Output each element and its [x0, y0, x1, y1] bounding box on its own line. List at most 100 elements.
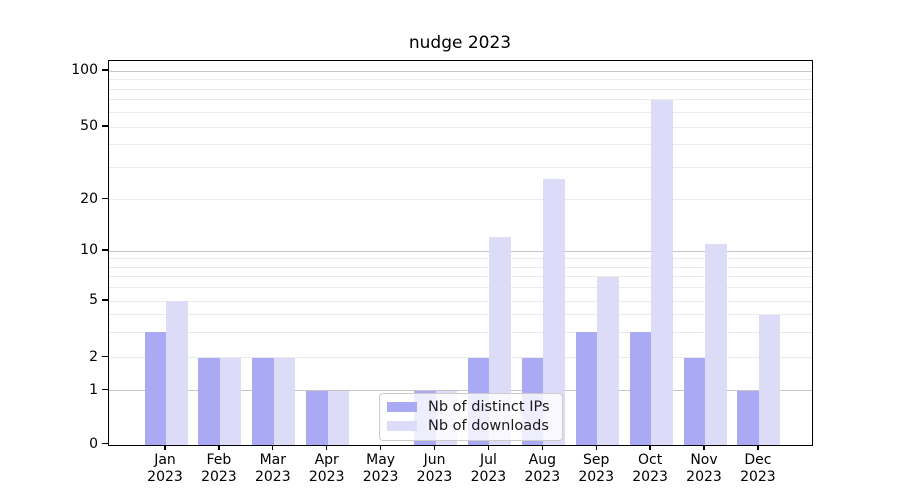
- x-tick-month: Jan: [154, 452, 176, 468]
- gridline-minor: [109, 300, 812, 302]
- legend-swatch-downloads: [387, 421, 417, 431]
- bar-downloads-nov: [705, 243, 727, 445]
- x-tick-year: 2023: [254, 469, 291, 485]
- chart-title: nudge 2023: [408, 33, 512, 53]
- gridline-minor: [109, 287, 812, 289]
- x-tick-label-feb: Feb 2023: [191, 452, 247, 486]
- bar-downloads-oct: [651, 99, 673, 445]
- x-tick-mark: [164, 445, 166, 450]
- y-tick-label-100: 100: [71, 62, 98, 78]
- bar-distinct-ips-apr: [306, 390, 328, 445]
- bar-distinct-ips-sep: [575, 332, 598, 445]
- gridline-minor: [109, 99, 812, 101]
- gridline-minor: [109, 357, 812, 358]
- x-tick-mark: [218, 445, 220, 450]
- legend-item-distinct-ips: Nb of distinct IPs: [387, 399, 550, 415]
- x-tick-year: 2023: [201, 469, 237, 485]
- gridline-minor: [109, 79, 812, 80]
- x-tick-mark: [541, 445, 543, 450]
- y-tick-mark: [102, 355, 108, 358]
- bar-distinct-ips-jan: [144, 332, 166, 445]
- y-tick-label-2: 2: [89, 348, 98, 365]
- y-tick-mark: [102, 442, 108, 445]
- y-tick-label-0: 0: [89, 435, 98, 452]
- bar-layer: [109, 61, 812, 445]
- x-tick-mark: [433, 445, 436, 450]
- x-tick-month: Dec: [744, 452, 772, 468]
- x-tick-month: Sep: [582, 452, 610, 468]
- y-tick-label-1: 1: [89, 381, 98, 398]
- x-tick-year: 2023: [524, 469, 561, 485]
- x-tick-label-dec: Dec 2023: [730, 452, 786, 486]
- y-tick-label-10: 10: [80, 242, 98, 258]
- x-tick-mark: [272, 445, 274, 450]
- gridline-minor: [109, 266, 812, 268]
- x-tick-year: 2023: [578, 469, 614, 485]
- bar-downloads-jan: [166, 301, 188, 445]
- legend-item-downloads: Nb of downloads: [387, 418, 550, 434]
- y-tick-mark: [102, 249, 108, 251]
- x-tick-label-may: May 2023: [353, 452, 409, 486]
- x-tick-label-nov: Nov 2023: [676, 452, 732, 486]
- y-tick-label-20: 20: [80, 190, 98, 207]
- x-tick-year: 2023: [362, 469, 399, 485]
- x-tick-label-sep: Sep 2023: [568, 452, 624, 486]
- gridline-minor: [109, 276, 812, 278]
- bar-downloads-sep: [597, 276, 619, 445]
- x-tick-month: Aug: [528, 452, 556, 468]
- y-tick-mark: [102, 197, 108, 200]
- x-tick-month: Nov: [690, 452, 718, 468]
- x-tick-mark: [379, 445, 382, 450]
- bar-downloads-mar: [273, 357, 296, 445]
- y-tick-mark: [102, 69, 108, 71]
- y-tick-mark: [102, 388, 108, 391]
- x-tick-label-oct: Oct 2023: [622, 452, 678, 486]
- x-tick-month: May: [366, 452, 396, 468]
- gridline-minor: [109, 331, 812, 333]
- bar-downloads-dec: [758, 314, 781, 445]
- y-tick-mark: [102, 125, 108, 127]
- gridline-minor: [109, 166, 812, 168]
- y-tick-label-50: 50: [80, 118, 98, 134]
- legend-swatch-distinct-ips: [387, 402, 417, 412]
- gridline-minor: [109, 126, 812, 128]
- gridline-minor: [109, 111, 812, 113]
- y-tick-label-5: 5: [89, 292, 98, 308]
- x-tick-label-mar: Mar 2023: [245, 452, 301, 486]
- x-tick-mark: [487, 445, 490, 450]
- x-tick-label-aug: Aug 2023: [514, 452, 570, 486]
- gridline-minor: [109, 314, 812, 316]
- x-tick-label-jan: Jan 2023: [137, 452, 193, 486]
- x-tick-label-jul: Jul 2023: [460, 452, 516, 486]
- gridline-minor: [109, 258, 812, 260]
- x-tick-year: 2023: [416, 469, 453, 485]
- x-tick-label-apr: Apr 2023: [299, 452, 355, 486]
- x-tick-year: 2023: [686, 469, 722, 485]
- x-tick-mark: [757, 445, 759, 450]
- legend-label-downloads: Nb of downloads: [428, 418, 549, 434]
- plot-area: Nb of distinct IPs Nb of downloads: [108, 60, 813, 446]
- gridline-major: [109, 250, 812, 252]
- x-tick-month: Mar: [259, 452, 286, 468]
- x-tick-year: 2023: [470, 469, 507, 485]
- gridline-major: [109, 70, 812, 72]
- x-tick-mark: [703, 445, 705, 450]
- grid-layer: [109, 61, 812, 445]
- bar-distinct-ips-nov: [683, 357, 705, 445]
- bar-distinct-ips-mar: [252, 357, 274, 445]
- bar-distinct-ips-oct: [629, 332, 652, 445]
- x-tick-year: 2023: [740, 469, 776, 485]
- gridline-minor: [109, 144, 812, 146]
- x-tick-year: 2023: [632, 469, 668, 485]
- legend: Nb of distinct IPs Nb of downloads: [379, 393, 563, 441]
- bar-downloads-aug: [543, 178, 565, 445]
- x-tick-mark: [649, 445, 651, 450]
- bar-distinct-ips-feb: [198, 357, 220, 445]
- x-tick-mark: [595, 445, 597, 450]
- x-tick-month: Oct: [637, 452, 663, 468]
- gridline-major: [109, 390, 812, 391]
- x-tick-month: Jul: [479, 452, 497, 468]
- bar-distinct-ips-dec: [737, 390, 759, 445]
- x-tick-mark: [326, 445, 328, 450]
